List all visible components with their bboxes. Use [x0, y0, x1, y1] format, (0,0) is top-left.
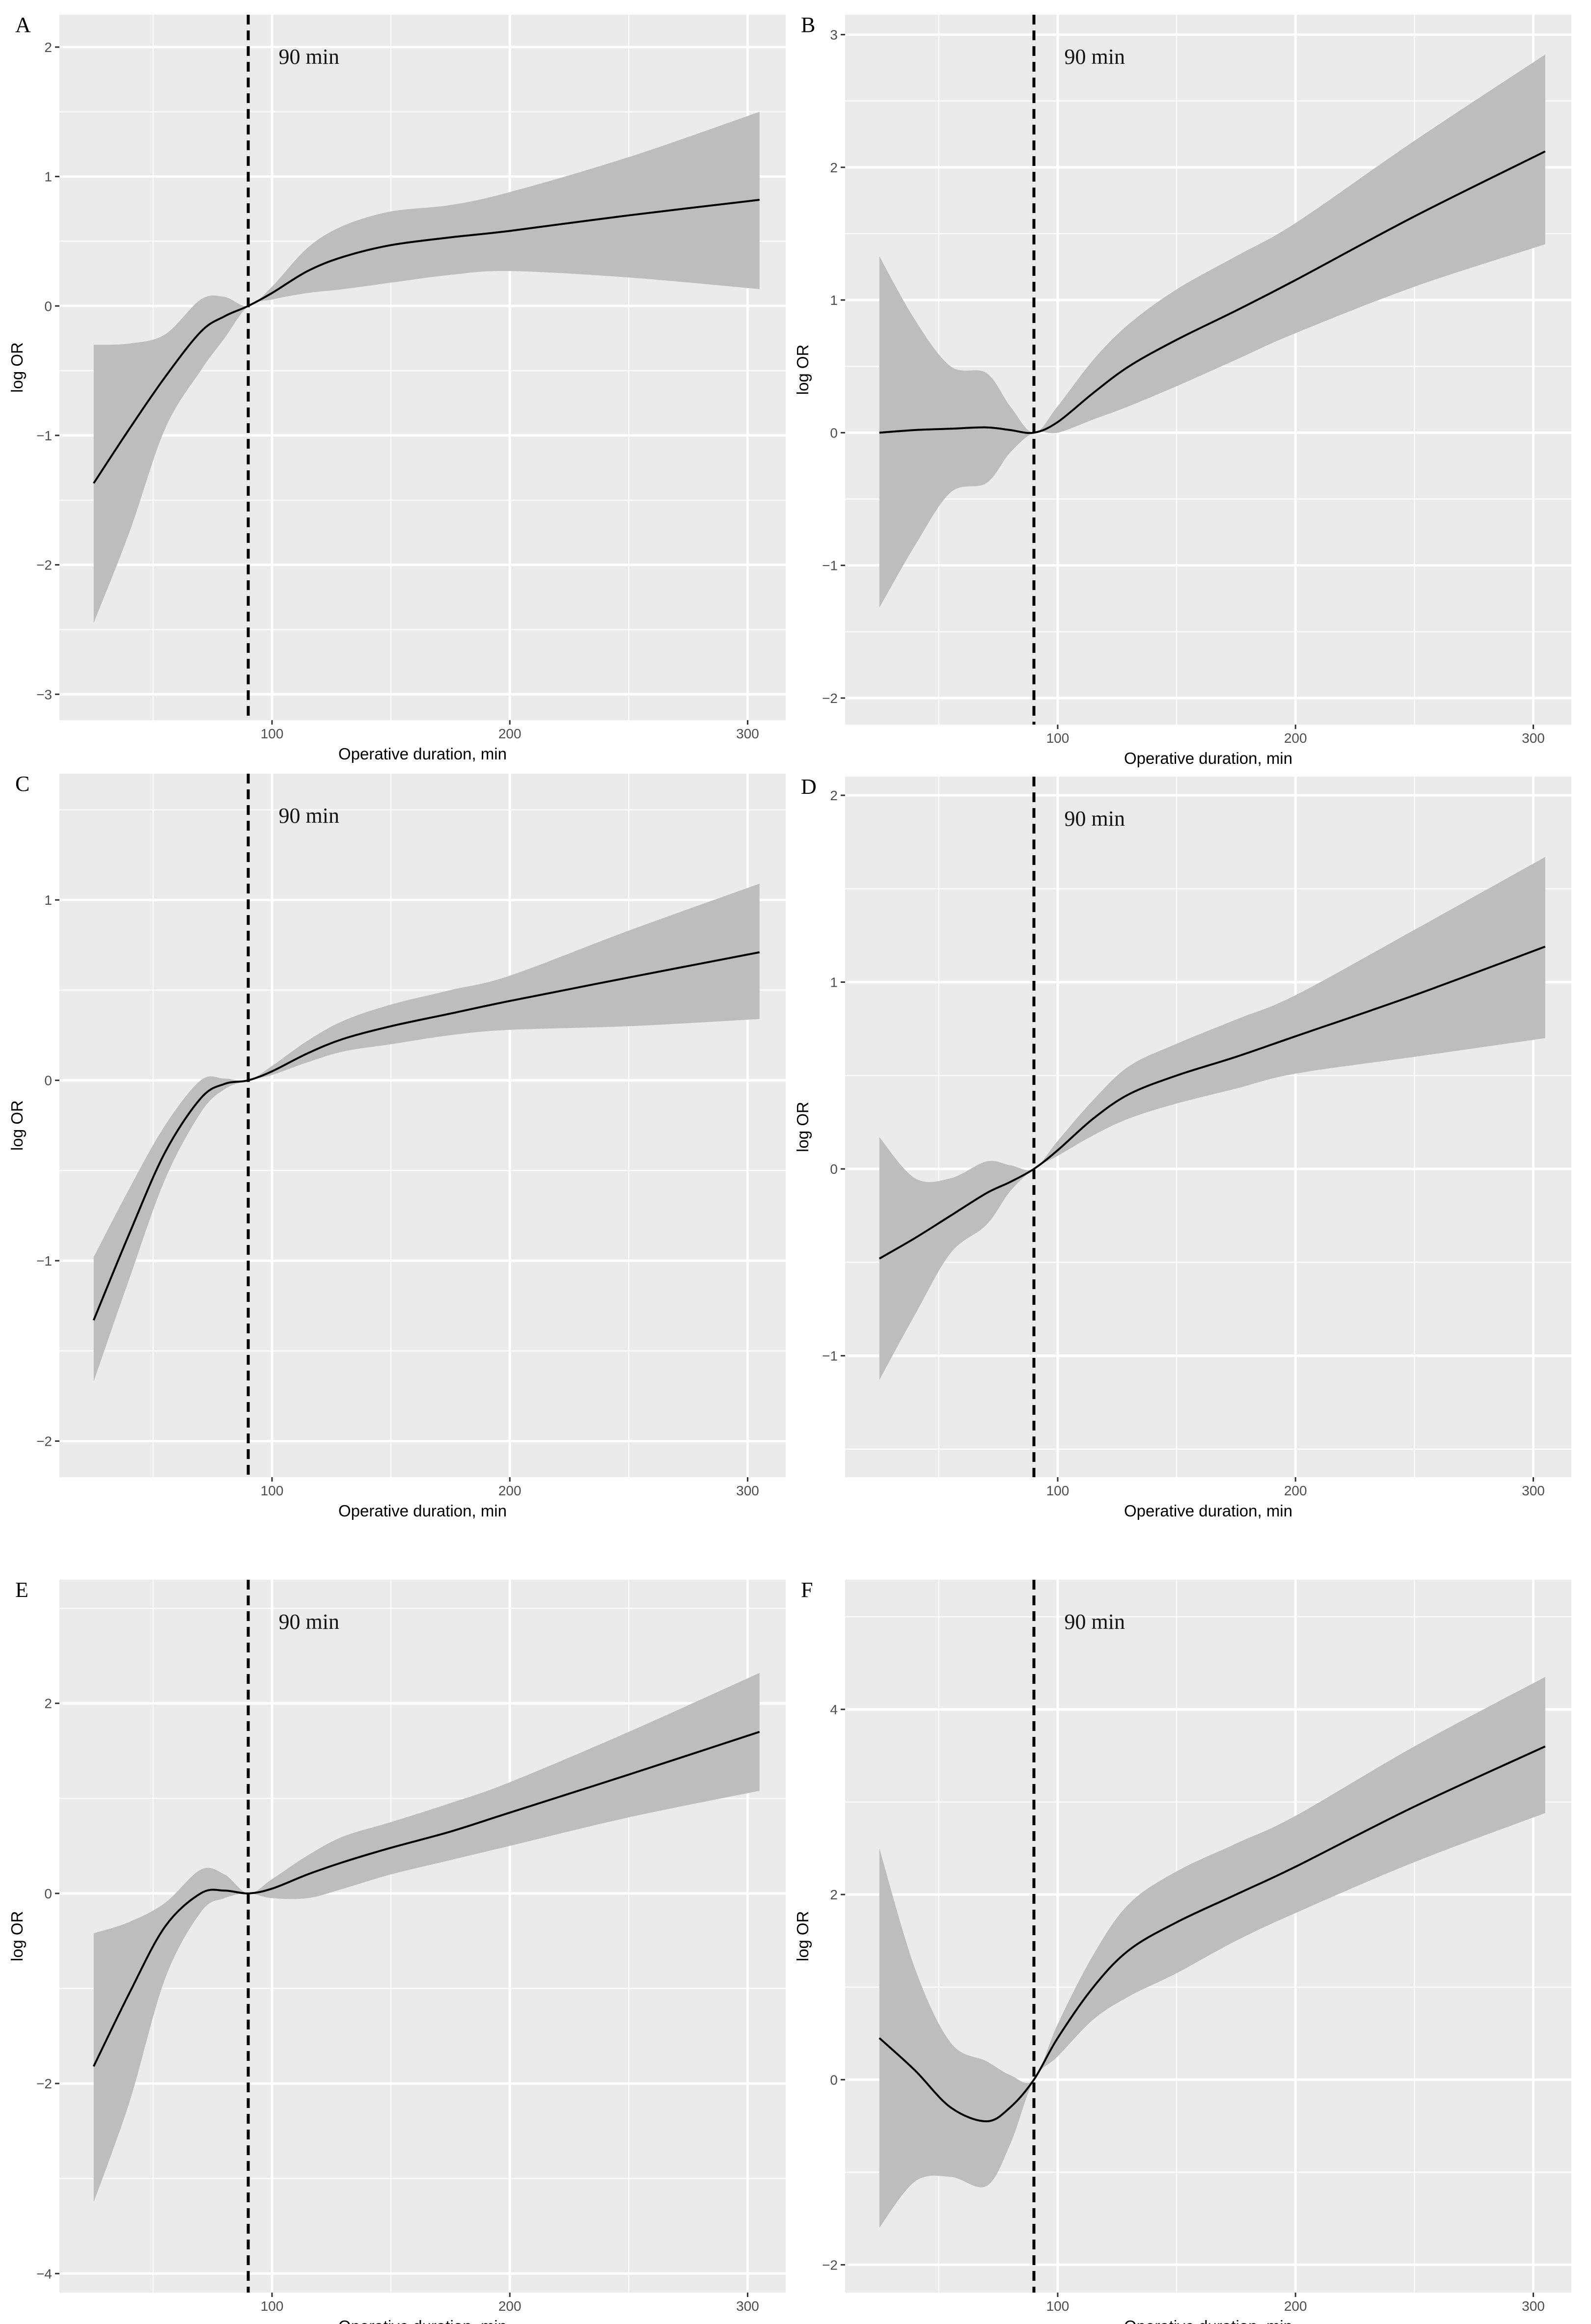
panel-letter: B	[801, 13, 815, 37]
x-tick-label: 300	[736, 2298, 759, 2314]
y-tick-label: 2	[830, 788, 838, 803]
y-tick-label: 0	[44, 298, 52, 314]
panel-a: 2 1 0 −1 −2 −3 100 200 300 90 min Operative durati…	[8, 13, 786, 763]
x-tick-label: 200	[1284, 1483, 1307, 1498]
x-tick-label: 200	[498, 726, 521, 741]
y-tick-label: 0	[44, 1073, 52, 1088]
x-tick-label: 200	[498, 1483, 521, 1498]
x-axis-title: Operative duration, min	[338, 1502, 507, 1520]
x-tick-label: 300	[1522, 730, 1545, 746]
panel-b: 3 2 1 0 −1 −2 100 200 300 90 min Operative duratio…	[794, 13, 1571, 767]
x-axis-title: Operative duration, min	[338, 2317, 507, 2324]
annotation-90-min: 90 min	[279, 45, 339, 69]
panel-c: 1 0 −1 −2 100 200 300 90 min Operative duration,…	[8, 772, 786, 1520]
x-tick-label: 300	[1522, 1483, 1545, 1498]
annotation-90-min: 90 min	[279, 804, 339, 828]
estimate-line	[878, 1745, 1546, 2123]
y-axis-title: log OR	[8, 1100, 26, 1151]
confidence-band	[93, 111, 760, 623]
annotation-90-min: 90 min	[1065, 807, 1125, 831]
x-tick-label: 100	[1046, 2298, 1070, 2314]
y-tick-label: −4	[36, 2266, 52, 2281]
x-tick-label: 100	[261, 2298, 284, 2314]
panel-e: 2 0 −2 −4 100 200 300 90 min Operative duration,…	[8, 1578, 786, 2324]
y-tick-label: 0	[830, 2072, 838, 2087]
y-tick-label: 2	[830, 1887, 838, 1902]
panel-letter: C	[15, 772, 29, 796]
y-tick-label: −3	[36, 687, 52, 702]
y-axis-title: log OR	[794, 1911, 812, 1962]
y-tick-label: 2	[830, 160, 838, 175]
annotation-90-min: 90 min	[279, 1610, 339, 1634]
plot-background	[845, 777, 1571, 1477]
panel-letter: D	[801, 775, 817, 799]
x-tick-label: 300	[736, 1483, 759, 1498]
y-axis-title: log OR	[8, 342, 26, 393]
confidence-band	[879, 857, 1545, 1380]
annotation-90-min: 90 min	[1065, 1610, 1125, 1634]
confidence-band	[93, 884, 760, 1382]
x-tick-label: 100	[261, 1483, 284, 1498]
x-axis-title: Operative duration, min	[1124, 1502, 1292, 1520]
y-tick-label: 3	[830, 27, 838, 43]
y-tick-label: −2	[36, 2076, 52, 2091]
y-axis-title: log OR	[8, 1911, 26, 1962]
confidence-band	[879, 1677, 1545, 2228]
x-axis-title: Operative duration, min	[1124, 2317, 1292, 2324]
estimate-line	[878, 946, 1546, 1260]
y-tick-label: 4	[830, 1702, 838, 1717]
y-tick-label: −1	[36, 1253, 52, 1269]
panel-letter: F	[801, 1578, 813, 1602]
y-tick-label: 2	[44, 40, 52, 55]
y-tick-label: −2	[822, 2257, 838, 2272]
x-tick-label: 300	[736, 726, 759, 741]
y-tick-label: −1	[822, 1349, 838, 1364]
x-tick-label: 100	[1046, 1483, 1070, 1498]
x-tick-label: 100	[261, 726, 284, 741]
panel-letter: E	[15, 1578, 28, 1602]
estimate-line	[879, 150, 1546, 434]
x-axis-title: Operative duration, min	[1124, 749, 1292, 767]
estimate-line	[92, 951, 760, 1321]
confidence-band	[93, 1673, 760, 2203]
y-tick-label: 1	[830, 975, 838, 990]
y-tick-label: −2	[36, 1434, 52, 1449]
annotation-90-min: 90 min	[1065, 45, 1125, 69]
panel-letter: A	[15, 13, 31, 37]
x-tick-label: 200	[1284, 730, 1307, 746]
x-axis-title: Operative duration, min	[338, 745, 507, 763]
x-tick-label: 100	[1046, 730, 1070, 746]
x-tick-label: 200	[498, 2298, 521, 2314]
y-tick-label: 1	[44, 169, 52, 185]
panel-f: 4 2 0 −2 100 200 300 90 min Operative duration, …	[794, 1578, 1571, 2324]
y-tick-label: 2	[44, 1696, 52, 1711]
y-tick-label: 0	[830, 1162, 838, 1177]
x-tick-label: 200	[1284, 2298, 1307, 2314]
y-axis-title: log OR	[794, 345, 812, 395]
panel-d: 2 1 0 −1 100 200 300 90 min Operative duration, …	[794, 775, 1571, 1520]
y-tick-label: 1	[44, 892, 52, 908]
y-tick-label: 0	[830, 425, 838, 440]
estimate-line	[93, 199, 760, 484]
y-tick-label: 0	[44, 1886, 52, 1901]
estimate-line	[92, 1730, 760, 2067]
y-tick-label: 1	[830, 293, 838, 308]
confidence-band	[879, 54, 1545, 608]
y-tick-label: −1	[822, 558, 838, 573]
y-tick-label: −2	[822, 691, 838, 706]
x-tick-label: 300	[1522, 2298, 1545, 2314]
y-axis-title: log OR	[794, 1102, 812, 1152]
y-tick-label: −1	[36, 428, 52, 443]
y-tick-label: −2	[36, 558, 52, 573]
